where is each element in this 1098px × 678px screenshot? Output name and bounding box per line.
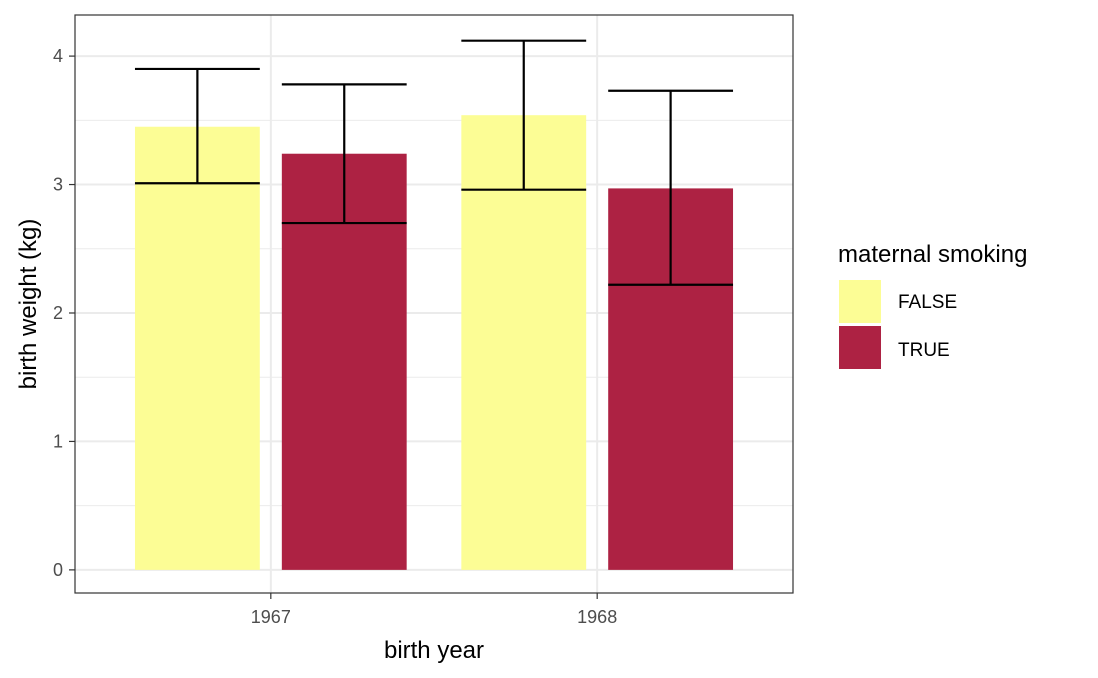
x-axis-title: birth year xyxy=(384,637,484,664)
legend-swatch-true xyxy=(839,326,881,369)
plot-panel-border xyxy=(74,14,794,594)
error-bars xyxy=(134,39,734,286)
error-bar xyxy=(281,83,407,225)
x-tick-label: 1967 xyxy=(251,607,291,627)
y-tick-label: 0 xyxy=(53,560,63,580)
bar xyxy=(134,126,260,570)
error-bar xyxy=(608,89,734,286)
legend-label-true: TRUE xyxy=(898,340,950,361)
x-tick-label: 1968 xyxy=(577,607,617,627)
legend-swatch-false xyxy=(839,280,881,323)
y-axis-title: birth weight (kg) xyxy=(15,219,42,390)
y-tick-label: 3 xyxy=(53,175,63,195)
y-axis: 0 1 2 3 4 xyxy=(53,46,75,580)
x-axis: 1967 1968 xyxy=(251,593,617,627)
legend-label-false: FALSE xyxy=(898,292,957,313)
legend: maternal smoking FALSE TRUE xyxy=(838,241,1027,369)
y-tick-label: 1 xyxy=(53,431,63,451)
error-bar xyxy=(134,67,260,185)
bar xyxy=(461,115,587,570)
legend-title: maternal smoking xyxy=(838,241,1027,268)
error-bar xyxy=(461,39,587,191)
y-tick-label: 4 xyxy=(53,46,63,66)
y-tick-label: 2 xyxy=(53,303,63,323)
